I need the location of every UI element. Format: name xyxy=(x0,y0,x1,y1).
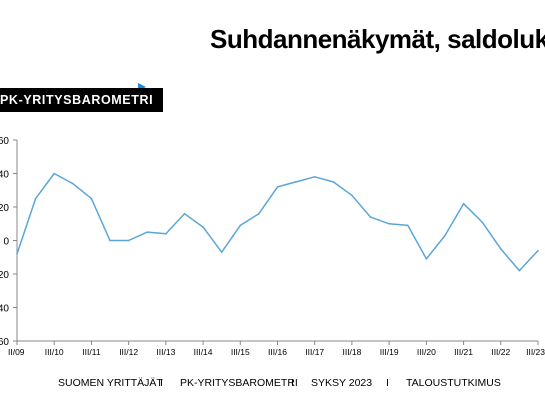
data-point xyxy=(444,234,446,237)
data-point xyxy=(388,222,390,225)
x-tick-label: III/23 xyxy=(526,347,545,357)
data-point xyxy=(90,197,93,200)
x-tick-label: III/16 xyxy=(268,347,287,357)
x-tick-label: III/15 xyxy=(231,347,250,357)
y-tick-label: 60 xyxy=(0,337,9,348)
data-point xyxy=(146,231,149,233)
data-point xyxy=(406,224,409,227)
x-tick-label: III/22 xyxy=(491,347,510,357)
y-tick-label: 0 xyxy=(3,237,9,248)
x-tick-label: III/14 xyxy=(194,347,213,357)
data-point xyxy=(537,249,539,252)
footer-item-org: SUOMEN YRITTÄJÄT xyxy=(58,377,163,389)
x-tick-label: III/11 xyxy=(82,347,101,357)
footer-item-season: SYKSY 2023 xyxy=(311,377,373,389)
data-point xyxy=(499,248,502,250)
page-title: Suhdannenäkymät, saldoluku xyxy=(210,24,545,54)
y-tick-label: 60 xyxy=(0,136,9,147)
data-point xyxy=(332,181,335,183)
data-point xyxy=(295,181,297,183)
data-point xyxy=(53,172,56,175)
data-point xyxy=(425,258,428,260)
data-point xyxy=(239,224,242,227)
x-tick-label: II/09 xyxy=(8,347,25,357)
series-line xyxy=(16,172,539,272)
y-axis: 60 40 20 0 20 40 60 xyxy=(0,136,18,348)
footer-item-dept: TALOUSTUTKIMUS xyxy=(406,377,501,389)
x-tick-label: III/21 xyxy=(454,347,473,357)
data-point xyxy=(462,202,465,205)
data-point xyxy=(202,226,204,228)
x-tick-label: III/18 xyxy=(342,347,361,357)
x-tick-label: III/19 xyxy=(380,347,399,357)
brand-label: PK-YRITYSBAROMETRI xyxy=(0,88,164,112)
footer-item-survey: PK-YRITYSBAROMETRI xyxy=(180,377,298,389)
x-tick-label: III/10 xyxy=(45,347,64,357)
data-point xyxy=(16,253,18,255)
y-tick-label: 40 xyxy=(0,170,9,181)
y-tick-label: 20 xyxy=(0,203,9,214)
data-point xyxy=(72,182,74,185)
data-point xyxy=(109,239,111,242)
series xyxy=(16,172,539,272)
data-point xyxy=(481,221,483,223)
footer-separator: I xyxy=(291,377,294,389)
y-tick-label: 40 xyxy=(0,304,9,315)
data-point xyxy=(518,269,521,272)
x-tick-label: III/17 xyxy=(305,347,324,357)
x-axis: II/09 III/10 III/11 III/12 III/13 III/14 III/1… xyxy=(8,340,545,357)
x-tick-label: III/20 xyxy=(417,347,436,357)
data-point xyxy=(34,197,37,200)
data-point xyxy=(351,194,353,197)
footer-separator: I xyxy=(386,377,389,389)
brand-arrow-icon xyxy=(138,83,146,91)
data-point xyxy=(258,212,260,215)
data-point xyxy=(369,216,372,218)
data-point xyxy=(313,176,316,178)
line-chart: 60 40 20 0 20 40 60 II/09 III/10 III/11 III/12 III… xyxy=(0,136,545,357)
data-point xyxy=(127,239,130,242)
x-tick-label: III/12 xyxy=(119,347,138,357)
data-point xyxy=(183,212,186,215)
footer: SUOMEN YRITTÄJÄT I PK-YRITYSBAROMETRI I … xyxy=(0,377,545,391)
data-point xyxy=(276,186,279,188)
x-tick-label: III/13 xyxy=(156,347,175,357)
y-tick-label: 20 xyxy=(0,270,9,281)
data-point xyxy=(220,251,223,254)
footer-separator: I xyxy=(160,377,163,389)
data-point xyxy=(165,233,167,235)
